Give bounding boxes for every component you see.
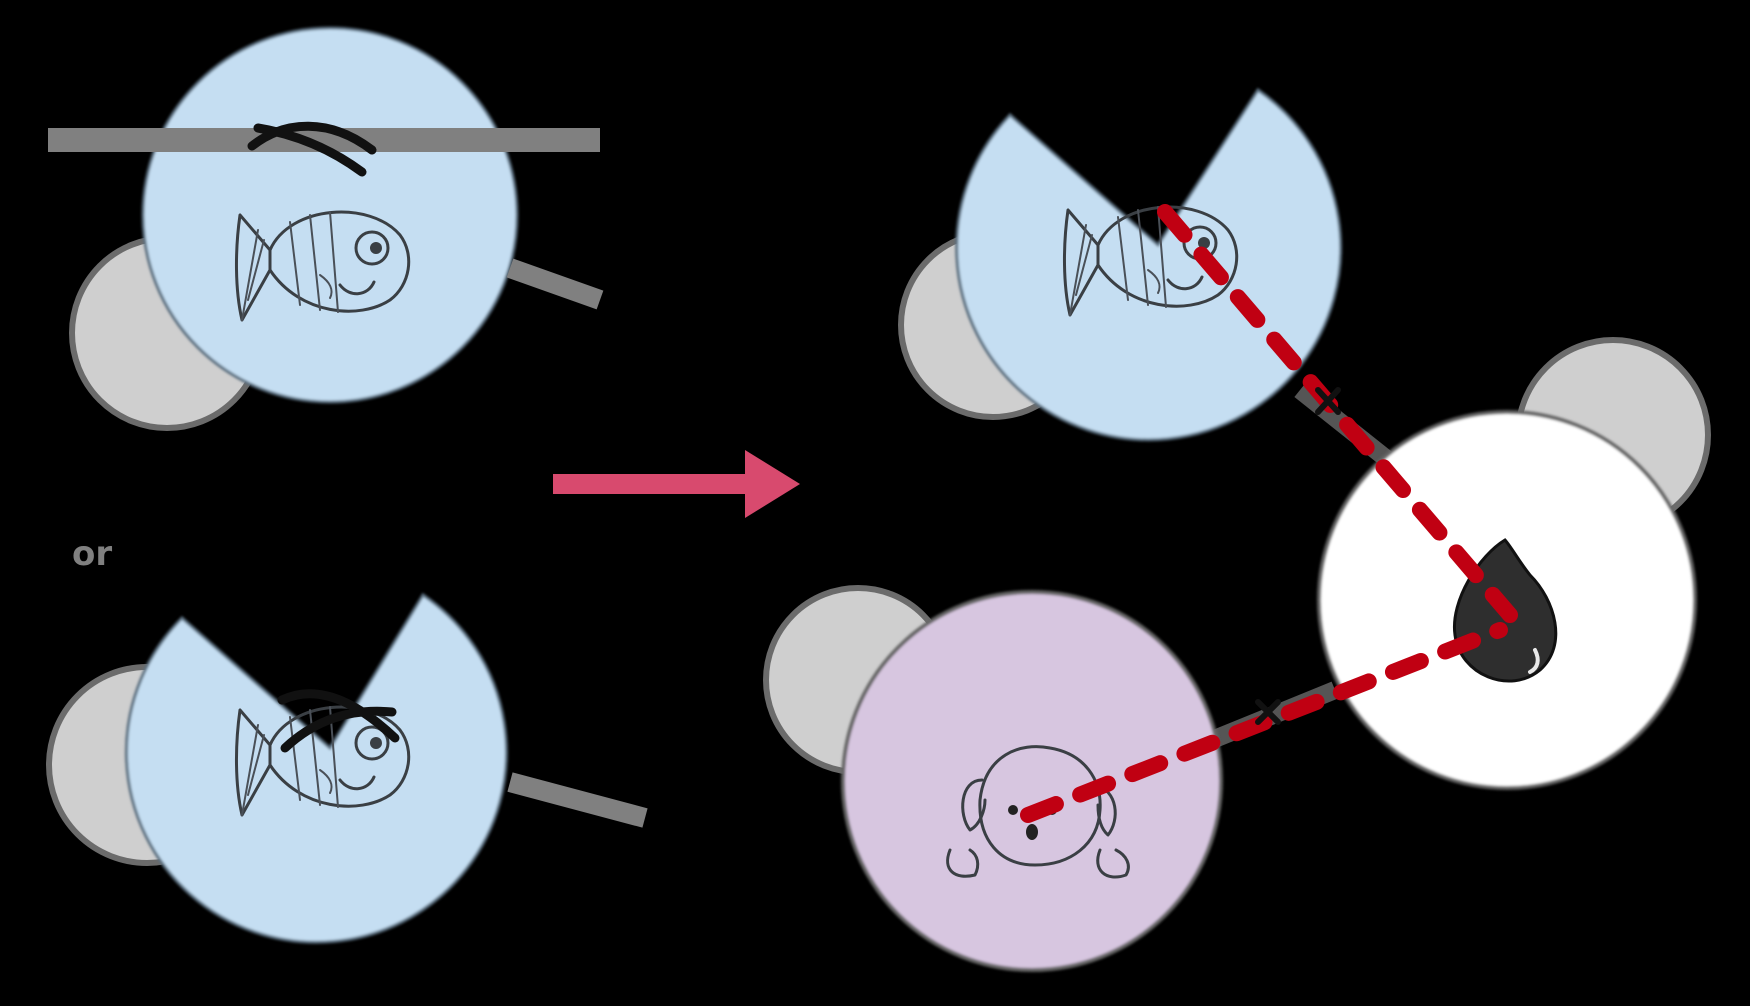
dashed-line-dog-to-droplet bbox=[1020, 622, 1508, 823]
x-mark-icon bbox=[1255, 699, 1281, 725]
x-mark-icon bbox=[1315, 387, 1341, 415]
purple-disc-right bbox=[841, 590, 1223, 972]
right-group bbox=[763, 87, 1711, 972]
tether-left-bottom bbox=[507, 772, 648, 828]
arrow-right-icon bbox=[553, 450, 800, 518]
dashed-line-top-to-droplet bbox=[1157, 204, 1518, 623]
or-label: or bbox=[72, 534, 112, 574]
x-mark-icon bbox=[277, 689, 400, 753]
tether-left-top bbox=[506, 258, 604, 310]
left-bottom-group bbox=[46, 592, 648, 944]
blue-pacman-right-top bbox=[955, 87, 1343, 442]
x-mark-icon bbox=[247, 121, 377, 177]
dog-face-icon bbox=[946, 745, 1130, 879]
left-top-group bbox=[48, 26, 604, 431]
